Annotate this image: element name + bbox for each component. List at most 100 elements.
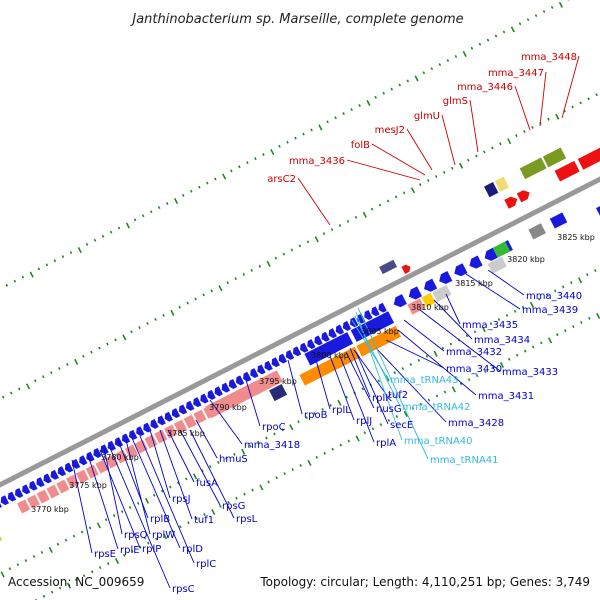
tick-mark [98, 566, 102, 570]
leader-line [385, 339, 445, 369]
reverse-gene-arrow [214, 386, 223, 397]
reverse-gene-arrow [314, 335, 323, 346]
tick-mark [339, 443, 343, 447]
tick-mark [414, 75, 419, 82]
tick-mark [494, 34, 498, 38]
reverse-gene-arrow [307, 339, 316, 349]
tick-mark [550, 5, 554, 9]
gene-label: rplK [372, 393, 392, 404]
gene-block [407, 298, 425, 315]
tick-mark [505, 313, 509, 317]
map-title: Janthinobacterium sp. Marseille, complet… [129, 12, 463, 27]
reverse-gene-arrow [36, 477, 45, 488]
tick-mark [189, 189, 193, 193]
tick-mark [147, 541, 150, 545]
gene-block [492, 241, 511, 258]
gene-label: rplW [152, 530, 175, 541]
tick-mark [72, 534, 76, 538]
tick-mark [363, 431, 367, 435]
gene-label: nusG [376, 404, 402, 415]
tick-mark [411, 406, 415, 410]
gene-label: mma_3433 [502, 367, 558, 378]
leader-line [371, 143, 426, 176]
ribosomal-gene-block [144, 434, 158, 449]
tick-mark [442, 170, 446, 174]
tick-mark [29, 271, 34, 278]
tick-mark [299, 464, 302, 467]
tick-mark [526, 18, 530, 22]
gene-label: glmS [443, 96, 468, 107]
leader-line [469, 99, 479, 153]
tick-mark [144, 497, 150, 504]
tick-mark [371, 427, 375, 431]
tick-mark [481, 326, 486, 333]
gene-block [549, 212, 568, 229]
reverse-gene-arrow [72, 458, 81, 469]
tick-mark [17, 387, 21, 391]
gene-label: mma_tRNA41 [430, 455, 499, 466]
tick-mark [66, 362, 69, 366]
gene-label: mma_tRNA43 [390, 375, 459, 386]
tick-mark [16, 563, 20, 567]
gene-label: rplA [376, 438, 396, 449]
tick-mark [74, 358, 79, 365]
tick-mark [133, 218, 137, 222]
tick-mark [418, 183, 422, 187]
gene-block [528, 223, 546, 240]
gene-label: rplP [142, 544, 161, 555]
tick-mark [187, 521, 190, 525]
tick-mark [438, 63, 442, 67]
reverse-gene-arrow [29, 480, 38, 491]
tick-mark [510, 26, 515, 33]
tick-mark [499, 361, 505, 368]
tick-mark [489, 322, 493, 326]
tick-mark [33, 379, 37, 383]
tick-mark [558, 1, 564, 8]
tick-mark [25, 383, 31, 390]
position-label: 3770 kbp [31, 505, 69, 514]
tick-mark [478, 42, 482, 46]
tick-mark [109, 230, 113, 234]
tick-mark [243, 492, 246, 496]
tick-mark [342, 112, 345, 116]
tick-mark [64, 538, 68, 542]
leader-line [355, 311, 403, 441]
tick-mark [529, 301, 534, 308]
tick-mark [307, 459, 312, 467]
tick-mark [345, 395, 348, 399]
position-label: 3775 kbp [69, 481, 107, 490]
tick-mark [547, 337, 553, 344]
tick-mark [378, 203, 382, 207]
gene-label: mma_3430 [446, 364, 502, 375]
gene-label: secE [390, 420, 413, 431]
tick-mark [462, 50, 467, 57]
tick-mark [249, 444, 252, 448]
tick-mark [499, 142, 502, 146]
gene-label: mma_3432 [446, 347, 502, 358]
tick-mark [278, 144, 281, 148]
tick-mark [318, 124, 323, 131]
tick-mark [282, 252, 286, 256]
tick-mark [446, 59, 450, 63]
tick-mark [93, 238, 97, 242]
tick-mark [580, 321, 583, 324]
gene-features [0, 145, 600, 559]
gene-label: rpsL [236, 514, 258, 525]
reverse-gene-arrow [393, 294, 407, 308]
leader-line [514, 85, 531, 131]
reverse-gene-arrow [300, 342, 309, 353]
leader-line [346, 159, 421, 181]
tick-mark [211, 508, 216, 516]
position-label: 3815 kbp [455, 279, 493, 288]
tick-mark [241, 448, 246, 455]
tick-mark [513, 309, 517, 313]
gene-label: rplC [196, 559, 216, 570]
reverse-gene-arrow [64, 462, 74, 473]
tick-mark [267, 480, 270, 484]
ribosomal-gene-block [205, 370, 283, 419]
tick-mark [539, 341, 543, 345]
tick-mark [497, 318, 501, 322]
reverse-gene-arrow [350, 317, 359, 328]
tick-mark [122, 334, 127, 341]
leader-line [561, 55, 580, 119]
